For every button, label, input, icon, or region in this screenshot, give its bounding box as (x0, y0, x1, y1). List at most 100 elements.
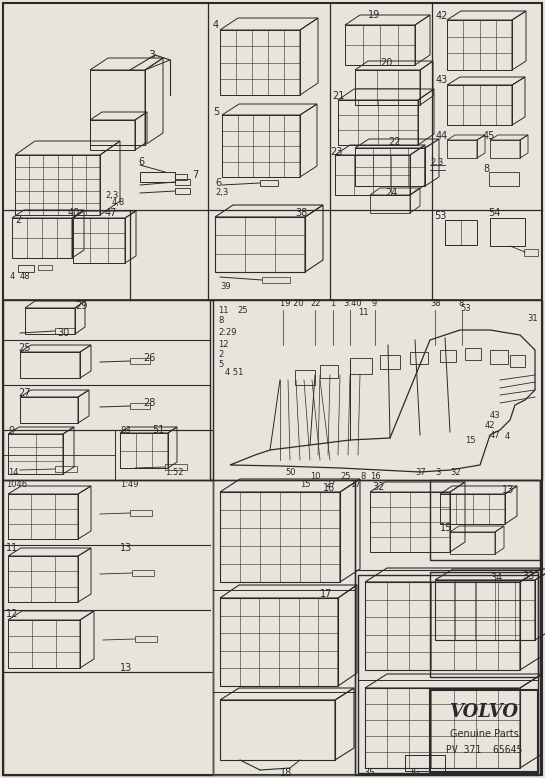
Text: 17: 17 (350, 479, 361, 489)
Text: 10: 10 (310, 471, 320, 481)
Bar (210, 300, 542, 480)
Text: 4: 4 (10, 272, 15, 281)
Text: 53: 53 (460, 303, 471, 313)
Text: 3: 3 (435, 468, 440, 476)
Text: 11: 11 (218, 306, 228, 314)
Bar (430, 572, 538, 677)
Text: 53: 53 (434, 211, 446, 221)
Text: 25: 25 (18, 343, 31, 353)
Bar (3, 430, 213, 480)
Text: 36: 36 (407, 768, 419, 778)
Text: 26: 26 (143, 353, 155, 363)
Text: 54: 54 (488, 208, 500, 218)
Text: 9: 9 (372, 299, 377, 307)
Text: PV 371  65645: PV 371 65645 (446, 745, 522, 755)
Bar (350, 358, 372, 374)
Text: 31: 31 (527, 314, 537, 323)
Bar (510, 355, 525, 367)
Text: 29: 29 (75, 301, 87, 311)
Text: 19: 19 (368, 10, 380, 20)
Text: 33: 33 (522, 571, 534, 581)
Text: 15: 15 (465, 436, 475, 444)
Text: 20: 20 (380, 58, 392, 68)
Text: 27: 27 (18, 388, 31, 398)
Bar (3, 300, 213, 480)
Text: 48: 48 (20, 272, 31, 281)
Text: VOLVO: VOLVO (450, 703, 518, 721)
Bar (490, 350, 508, 364)
Bar (18, 265, 34, 272)
Text: 43: 43 (436, 75, 448, 85)
Bar (430, 690, 538, 772)
Text: 39: 39 (220, 282, 231, 290)
Text: 32: 32 (372, 482, 384, 492)
Text: 1:52: 1:52 (165, 468, 184, 476)
Text: 34: 34 (490, 573, 502, 583)
Bar (445, 220, 477, 245)
Bar (132, 570, 154, 576)
Bar (489, 172, 519, 186)
Text: 6: 6 (138, 157, 144, 167)
Text: 15: 15 (300, 479, 311, 489)
Text: 14: 14 (8, 468, 19, 476)
Bar (405, 755, 445, 771)
Text: 51: 51 (152, 425, 165, 435)
Text: 2: 2 (218, 349, 223, 359)
Text: 5: 5 (218, 359, 223, 369)
Bar (262, 277, 290, 283)
Bar (3, 672, 213, 775)
Text: 45: 45 (483, 131, 495, 141)
Text: 3:40: 3:40 (343, 299, 362, 307)
Text: 2,3: 2,3 (215, 187, 228, 197)
Text: 2:29: 2:29 (218, 328, 237, 337)
Text: 22: 22 (388, 137, 401, 147)
Bar (55, 328, 75, 334)
Text: 47: 47 (105, 208, 117, 218)
Text: 83: 83 (120, 426, 131, 434)
Text: 13: 13 (120, 543, 132, 553)
Text: 44: 44 (436, 131, 448, 141)
Text: 38: 38 (430, 299, 441, 307)
Text: 13: 13 (120, 663, 132, 673)
Text: 6: 6 (215, 178, 221, 188)
Text: 9: 9 (8, 426, 14, 436)
Text: 28: 28 (143, 398, 155, 408)
Text: 3: 3 (148, 50, 155, 60)
Text: 2,3: 2,3 (105, 191, 118, 199)
Text: 5: 5 (213, 107, 219, 117)
Bar (130, 358, 150, 364)
Text: 4: 4 (213, 20, 219, 30)
Bar (130, 403, 150, 409)
Text: 11: 11 (6, 543, 18, 553)
Bar (410, 352, 428, 364)
Text: 2,3: 2,3 (430, 157, 443, 166)
Bar (490, 218, 525, 246)
Text: 17: 17 (320, 589, 332, 599)
Text: 37: 37 (415, 468, 426, 476)
Bar (55, 466, 77, 472)
Bar (175, 174, 187, 180)
Text: 15: 15 (440, 523, 452, 533)
Text: 40: 40 (68, 208, 80, 218)
Text: 25: 25 (237, 306, 247, 314)
Text: 42: 42 (485, 420, 495, 429)
Text: Genuine Parts: Genuine Parts (450, 729, 518, 739)
Text: 35: 35 (363, 768, 376, 778)
Text: 21: 21 (332, 91, 344, 101)
Text: 13: 13 (502, 485, 514, 495)
Bar (38, 265, 52, 270)
Text: 18: 18 (280, 768, 292, 778)
Bar (355, 480, 540, 775)
Bar (3, 480, 213, 775)
Bar (260, 180, 278, 186)
Bar (430, 480, 540, 560)
Text: 8: 8 (458, 299, 463, 307)
Bar (140, 172, 175, 182)
Text: 8: 8 (218, 316, 223, 324)
Text: 19 20: 19 20 (280, 299, 304, 307)
Text: 8: 8 (483, 164, 489, 174)
Bar (165, 464, 187, 470)
Text: 16: 16 (370, 471, 380, 481)
Text: 1:49: 1:49 (120, 479, 138, 489)
Text: 42: 42 (436, 11, 449, 21)
